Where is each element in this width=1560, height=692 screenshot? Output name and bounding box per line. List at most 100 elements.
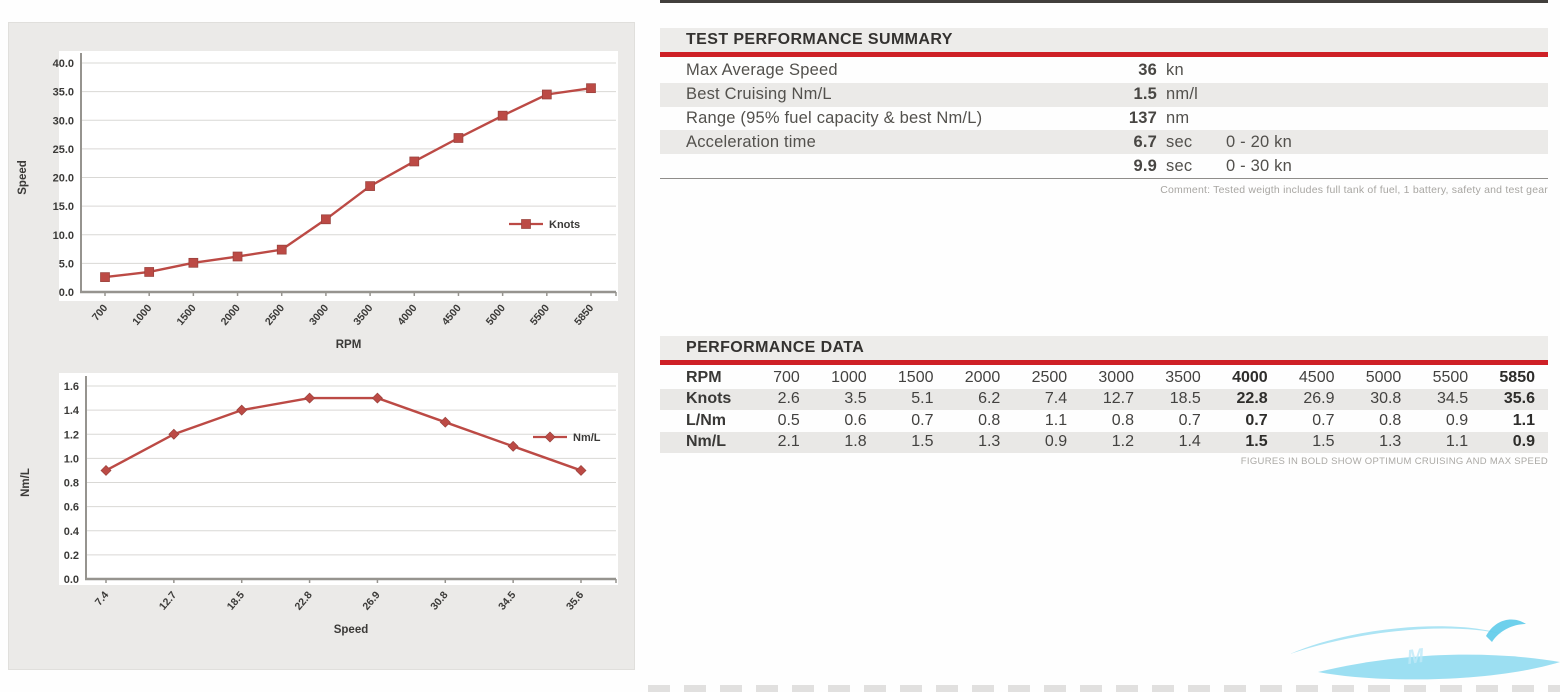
performance-cell: 1.3 [978, 433, 1001, 451]
performance-cell: 1.5 [911, 433, 934, 451]
diamond-marker [544, 431, 556, 443]
performance-cell: 0.6 [844, 411, 867, 429]
watermark-text: M [1406, 645, 1427, 669]
s-unit: sec [1166, 132, 1193, 151]
watermark-wave-icon [1486, 619, 1526, 642]
performance-cell: 1.3 [1379, 433, 1402, 451]
performance-row: Nm/L 2.1 1.8 1.5 1.3 0.9 1.2 1.4 1.5 1.5 1.3 1.1 0.9 [660, 431, 1548, 453]
summary-title-band: TEST PERFORMANCE SUMMARY [660, 28, 1548, 52]
performance-cell: 6.2 [978, 390, 1001, 408]
performance-cell: 0.9 [1044, 433, 1068, 451]
s-unit: nm/l [1166, 85, 1198, 104]
data-line [105, 396, 582, 472]
performance-cell: 0.7 [911, 411, 934, 429]
s-value: 6.7 [1133, 132, 1157, 151]
svg-text:5.0: 5.0 [59, 258, 74, 270]
summary-row: Max Average Speed 36 kn [660, 59, 1548, 83]
cropped-text-strip [648, 685, 1560, 692]
performance-cell: 0.7 [1245, 411, 1268, 429]
svg-text:12.7: 12.7 [157, 589, 179, 612]
performance-row-label: L/Nm [686, 411, 726, 429]
svg-text:35.0: 35.0 [53, 87, 74, 99]
performance-cell: 3.5 [844, 390, 867, 408]
diamond-marker [507, 440, 519, 452]
report-column: TEST PERFORMANCE SUMMARY Max Average Spe… [660, 0, 1548, 692]
performance-cell: 2.1 [777, 433, 800, 451]
svg-text:3000: 3000 [307, 302, 331, 328]
performance-cell: 1.1 [1445, 433, 1469, 451]
svg-text:Nm/L: Nm/L [20, 468, 32, 497]
watermark-upper-swoosh [1290, 626, 1502, 654]
square-marker [276, 244, 287, 255]
square-marker [521, 219, 531, 229]
s-unit: sec [1166, 156, 1193, 175]
diamond-marker [371, 392, 383, 404]
performance-title: PERFORMANCE DATA [686, 339, 865, 356]
performance-cell: 5850 [1499, 368, 1535, 386]
performance-cell: 3500 [1165, 368, 1201, 386]
summary-red-rule [660, 52, 1548, 57]
performance-cell: 1.5 [1312, 433, 1335, 451]
summary-table: Max Average Speed 36 kn Best Cruising Nm/L 1… [660, 59, 1548, 178]
data-line [104, 87, 592, 279]
performance-cell: 30.8 [1370, 390, 1402, 408]
svg-text:0.6: 0.6 [64, 502, 79, 514]
summary-row: Acceleration time 6.7 sec 0 - 20 kn [660, 130, 1548, 155]
performance-cell: 0.8 [1111, 411, 1134, 429]
s-value: 9.9 [1133, 156, 1157, 175]
s-label: Acceleration time [686, 132, 816, 151]
svg-text:4000: 4000 [395, 302, 419, 328]
performance-cell: 1.8 [844, 433, 867, 451]
svg-text:25.0: 25.0 [53, 144, 74, 156]
svg-text:700: 700 [90, 302, 111, 323]
diamond-marker [168, 428, 180, 440]
svg-text:20.0: 20.0 [53, 173, 74, 185]
performance-cell: 12.7 [1102, 390, 1134, 408]
svg-text:Nm/L: Nm/L [573, 432, 601, 444]
performance-cell: 1.1 [1512, 411, 1535, 429]
square-marker [188, 257, 199, 268]
summary-comment: Comment: Tested weigth includes full tan… [1160, 184, 1548, 196]
svg-text:0.2: 0.2 [64, 550, 79, 562]
performance-cell: 0.8 [978, 411, 1001, 429]
watermark-lower-swoosh [1318, 654, 1560, 680]
svg-text:0.0: 0.0 [64, 574, 79, 586]
performance-cell: 1000 [831, 368, 867, 386]
charts-panel: 0.0 5.0 10.0 15.0 20.0 25.0 30.0 35.0 40.0 700 100… [8, 22, 635, 670]
summary-row: 9.9 sec 0 - 30 kn [660, 154, 1548, 178]
square-marker [497, 110, 508, 121]
svg-text:1.4: 1.4 [64, 405, 80, 417]
nml-vs-speed-chart: 0.0 0.2 0.4 0.6 0.8 1.0 1.2 1.4 1.6 7.4 12.7 18.5 22… [20, 373, 618, 636]
svg-text:0.8: 0.8 [64, 478, 79, 490]
svg-text:5500: 5500 [528, 302, 552, 328]
performance-cell: 22.8 [1236, 390, 1268, 408]
svg-text:1000: 1000 [130, 302, 154, 328]
square-marker [586, 83, 596, 94]
square-marker [144, 267, 155, 277]
svg-text:Knots: Knots [549, 219, 580, 231]
square-marker [453, 133, 464, 143]
performance-cell: 0.5 [777, 411, 800, 429]
performance-cell: 35.6 [1503, 390, 1535, 408]
s-value: 137 [1128, 108, 1157, 127]
performance-cell: 0.9 [1445, 411, 1469, 429]
performance-cell: 1.1 [1044, 411, 1068, 429]
performance-row-label: Knots [686, 390, 732, 408]
svg-text:26.9: 26.9 [360, 589, 382, 612]
summary-title: TEST PERFORMANCE SUMMARY [686, 31, 953, 48]
square-marker [321, 214, 331, 225]
svg-text:1500: 1500 [174, 302, 198, 328]
s-value: 1.5 [1133, 85, 1157, 104]
diamond-marker [236, 404, 248, 416]
svg-text:RPM: RPM [336, 339, 362, 351]
svg-text:30.0: 30.0 [53, 115, 74, 127]
svg-text:2000: 2000 [219, 302, 243, 328]
performance-row: RPM 700 1000 1500 2000 2500 3000 3500 4000 4500 50… [660, 367, 1548, 389]
performance-row: Knots 2.6 3.5 5.1 6.2 7.4 12.7 18.5 22.8 26.9 30.8… [660, 388, 1548, 410]
performance-cell: 0.7 [1178, 411, 1201, 429]
performance-cell: 34.5 [1437, 390, 1469, 408]
square-marker [100, 272, 110, 282]
svg-text:18.5: 18.5 [225, 589, 247, 612]
svg-text:2500: 2500 [263, 302, 287, 328]
